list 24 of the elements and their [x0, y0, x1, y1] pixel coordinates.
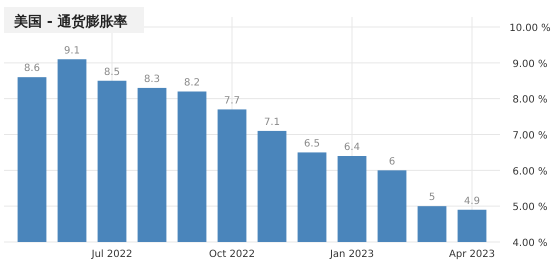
data-label: 6.5	[304, 138, 320, 150]
y-tick-label: 5.00 %	[512, 202, 548, 214]
data-label: 8.3	[144, 74, 160, 85]
data-label: 8.2	[184, 78, 200, 88]
data-label: 6.4	[344, 142, 360, 153]
data-label: 6	[388, 156, 396, 168]
data-label: 7.7	[224, 95, 240, 106]
y-tick-label: 9.00 %	[512, 58, 548, 70]
y-tick-label: 4.00 %	[512, 238, 548, 249]
data-label: 7.1	[264, 116, 280, 128]
data-label: 5	[428, 192, 436, 204]
x-tick-label: Jul 2022	[90, 249, 132, 260]
y-tick-label: 6.00 %	[512, 166, 548, 178]
x-tick-label: Oct 2022	[209, 249, 255, 260]
y-tick-label: 10.00 %	[509, 23, 551, 34]
x-tick-label: Apr 2023	[449, 249, 495, 260]
data-label: 8.5	[104, 66, 120, 78]
data-label: 8.6	[24, 63, 40, 74]
y-tick-label: 8.00 %	[512, 94, 548, 106]
chart-title: 美国 - 通货膨胀率	[13, 13, 128, 30]
data-label: 4.9	[464, 196, 480, 207]
data-label: 9.1	[64, 45, 80, 56]
x-tick-label: Jan 2023	[328, 249, 374, 260]
y-tick-label: 7.00 %	[512, 130, 548, 142]
